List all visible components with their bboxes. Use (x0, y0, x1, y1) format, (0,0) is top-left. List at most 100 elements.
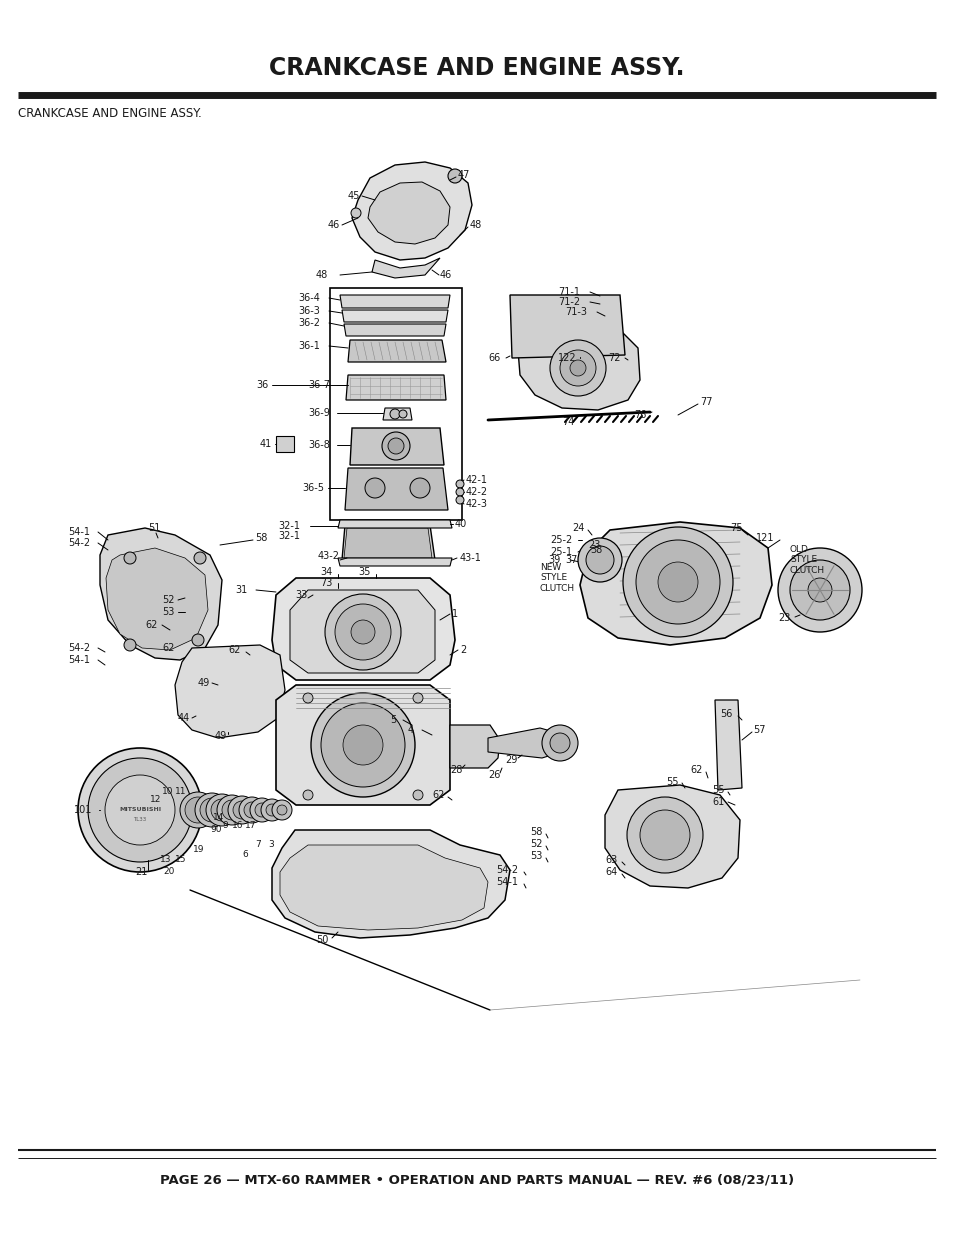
Text: 44: 44 (178, 713, 190, 722)
Circle shape (206, 794, 237, 826)
Text: 49: 49 (198, 678, 210, 688)
Text: 19: 19 (193, 846, 204, 855)
Text: 36-8: 36-8 (308, 440, 330, 450)
Polygon shape (100, 529, 222, 659)
Circle shape (622, 527, 732, 637)
Circle shape (343, 725, 382, 764)
Text: 48: 48 (470, 220, 482, 230)
Text: 4: 4 (408, 725, 414, 735)
Text: 54-2: 54-2 (496, 864, 517, 876)
Circle shape (351, 207, 360, 219)
Text: PAGE 26 — MTX-60 RAMMER • OPERATION AND PARTS MANUAL — REV. #6 (08/23/11): PAGE 26 — MTX-60 RAMMER • OPERATION AND … (160, 1173, 793, 1187)
Circle shape (88, 758, 192, 862)
Text: TL33: TL33 (133, 818, 147, 823)
Text: 1: 1 (452, 609, 457, 619)
Circle shape (410, 478, 430, 498)
Polygon shape (604, 785, 740, 888)
Circle shape (272, 800, 292, 820)
Text: 32-1: 32-1 (277, 531, 299, 541)
Text: 28: 28 (450, 764, 462, 776)
Circle shape (789, 559, 849, 620)
Text: 23: 23 (778, 613, 789, 622)
Circle shape (778, 548, 862, 632)
Text: 62: 62 (145, 620, 157, 630)
Bar (330, 288, 461, 520)
Polygon shape (275, 685, 450, 805)
Text: 11: 11 (174, 788, 186, 797)
Text: 52: 52 (162, 595, 174, 605)
Circle shape (626, 797, 702, 873)
Text: OLD
STYLE
CLUTCH: OLD STYLE CLUTCH (789, 545, 824, 576)
Polygon shape (280, 845, 488, 930)
Circle shape (636, 540, 720, 624)
Text: 48: 48 (315, 270, 328, 280)
Circle shape (303, 790, 313, 800)
Polygon shape (345, 468, 448, 510)
Circle shape (78, 748, 202, 872)
Polygon shape (272, 578, 455, 680)
Circle shape (413, 790, 422, 800)
Circle shape (456, 496, 463, 504)
Text: 37: 37 (564, 555, 577, 564)
Text: 36: 36 (255, 380, 268, 390)
Text: 39: 39 (547, 555, 559, 564)
Circle shape (390, 409, 399, 419)
Polygon shape (275, 436, 294, 452)
Text: 17: 17 (245, 821, 256, 830)
Text: 14: 14 (213, 814, 224, 823)
Polygon shape (290, 590, 435, 673)
Text: 34: 34 (319, 567, 332, 577)
Circle shape (365, 478, 385, 498)
Circle shape (200, 798, 224, 823)
Text: 36-7: 36-7 (308, 380, 330, 390)
Text: 53: 53 (530, 851, 542, 861)
Text: 36-5: 36-5 (302, 483, 324, 493)
Text: 31: 31 (234, 585, 247, 595)
Text: 101: 101 (74, 805, 92, 815)
Circle shape (211, 799, 233, 821)
Circle shape (550, 734, 569, 753)
Circle shape (192, 634, 204, 646)
Text: 62: 62 (228, 645, 240, 655)
Circle shape (448, 169, 461, 183)
Circle shape (105, 776, 174, 845)
Polygon shape (337, 520, 452, 529)
Text: 6: 6 (242, 851, 248, 860)
Text: 61: 61 (711, 797, 723, 806)
Text: 49: 49 (214, 731, 227, 741)
Text: 9: 9 (222, 821, 228, 830)
Text: 62: 62 (689, 764, 701, 776)
Text: 64: 64 (604, 867, 617, 877)
Text: 12: 12 (150, 795, 161, 804)
Text: 50: 50 (315, 935, 328, 945)
Polygon shape (352, 162, 472, 261)
Circle shape (639, 810, 689, 860)
Text: 54-1: 54-1 (68, 655, 90, 664)
Polygon shape (350, 429, 443, 466)
Circle shape (541, 725, 578, 761)
Circle shape (456, 488, 463, 496)
Circle shape (222, 800, 242, 820)
Text: 7: 7 (254, 841, 260, 850)
Polygon shape (341, 525, 435, 559)
Text: 36-9: 36-9 (308, 408, 330, 417)
Text: 121: 121 (755, 534, 774, 543)
Text: 52: 52 (530, 839, 542, 848)
Text: 23: 23 (587, 540, 599, 550)
Text: 66: 66 (488, 353, 499, 363)
Text: 47: 47 (457, 170, 470, 180)
Text: 57: 57 (752, 725, 764, 735)
Circle shape (585, 546, 614, 574)
Text: 10: 10 (162, 788, 173, 797)
Text: 58: 58 (254, 534, 267, 543)
Text: 35: 35 (357, 567, 370, 577)
Text: 25-1: 25-1 (550, 547, 572, 557)
Text: 3: 3 (268, 841, 274, 850)
Circle shape (185, 797, 211, 823)
Text: 43-2: 43-2 (317, 551, 339, 561)
Text: 41: 41 (260, 438, 272, 450)
Circle shape (250, 798, 274, 823)
Text: 16: 16 (232, 821, 243, 830)
Polygon shape (272, 830, 510, 939)
Circle shape (180, 792, 215, 827)
